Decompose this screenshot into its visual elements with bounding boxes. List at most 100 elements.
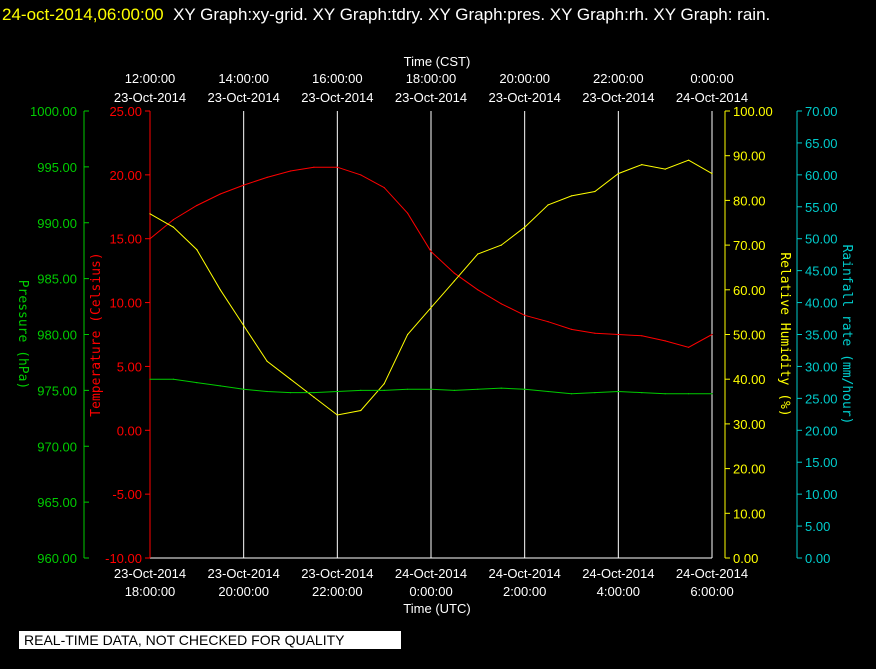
- humidity-point: [711, 173, 713, 175]
- temperature-point: [219, 193, 221, 195]
- humidity-point: [243, 325, 245, 327]
- rainfall-tick-label: 15.00: [805, 455, 838, 470]
- temperature-point: [500, 303, 502, 305]
- humidity-point: [266, 360, 268, 362]
- temperature-point: [430, 250, 432, 253]
- pressure-point: [477, 388, 479, 390]
- temperature-point: [688, 346, 690, 348]
- temperature-tick-label: 5.00: [117, 359, 142, 374]
- humidity-point: [219, 289, 221, 291]
- humidity-point: [149, 213, 151, 215]
- pressure-tick-label: 995.00: [37, 160, 77, 175]
- humidity-point: [477, 253, 479, 255]
- pressure-point: [500, 387, 502, 389]
- rainfall-tick-label: 35.00: [805, 328, 838, 343]
- top-tick-date: 23-Oct-2014: [114, 90, 186, 105]
- bottom-axis-title: Time (UTC): [403, 601, 470, 616]
- pressure-tick-label: 985.00: [37, 272, 77, 287]
- pressure-point: [641, 392, 643, 394]
- bottom-tick-date: 23-Oct-2014: [114, 566, 186, 581]
- humidity-tick-label: 80.00: [733, 193, 766, 208]
- pressure-point: [360, 389, 362, 391]
- humidity-point: [500, 244, 502, 246]
- rainfall-tick-label: 65.00: [805, 136, 838, 151]
- temperature-point: [266, 176, 268, 178]
- bottom-tick-time: 0:00:00: [409, 584, 452, 599]
- pressure-point: [664, 393, 666, 395]
- humidity-point: [641, 164, 643, 166]
- temperature-point: [383, 187, 385, 189]
- top-tick-time: 14:00:00: [218, 71, 269, 86]
- temperature-point: [664, 340, 666, 342]
- rainfall-tick-label: 40.00: [805, 296, 838, 311]
- top-tick-time: 12:00:00: [125, 71, 176, 86]
- humidity-point: [336, 414, 338, 416]
- temperature-point: [336, 166, 338, 168]
- humidity-point: [617, 173, 619, 175]
- top-tick-time: 18:00:00: [406, 71, 457, 86]
- rainfall-tick-label: 5.00: [805, 519, 830, 534]
- bottom-tick-time: 20:00:00: [218, 584, 269, 599]
- temperature-tick-label: -10.00: [105, 551, 142, 566]
- temperature-point: [149, 238, 151, 240]
- humidity-point: [688, 159, 690, 161]
- top-tick-time: 22:00:00: [593, 71, 644, 86]
- pressure-point: [524, 388, 526, 390]
- humidity-tick-label: 60.00: [733, 283, 766, 298]
- temperature-point: [407, 212, 409, 214]
- top-tick-date: 23-Oct-2014: [395, 90, 467, 105]
- temperature-point: [570, 328, 573, 330]
- bottom-tick-time: 4:00:00: [597, 584, 640, 599]
- humidity-point: [289, 378, 292, 380]
- pressure-point: [688, 393, 690, 395]
- pressure-point: [711, 393, 713, 395]
- pressure-tick-label: 975.00: [37, 383, 77, 398]
- humidity-point: [172, 226, 174, 228]
- humidity-point: [407, 333, 409, 336]
- temperature-point: [313, 166, 315, 168]
- bottom-tick-time: 22:00:00: [312, 584, 363, 599]
- humidity-point: [430, 307, 432, 309]
- temperature-tick-label: 20.00: [109, 168, 142, 183]
- temperature-point: [641, 335, 643, 337]
- rainfall-tick-label: 0.00: [805, 551, 830, 566]
- humidity-tick-label: 30.00: [733, 417, 766, 432]
- humidity-tick-label: 50.00: [733, 328, 766, 343]
- pressure-point: [547, 390, 549, 393]
- temperature-tick-label: 10.00: [109, 296, 142, 311]
- temperature-point: [477, 289, 479, 291]
- rainfall-tick-label: 20.00: [805, 423, 838, 438]
- temperature-point: [243, 184, 245, 186]
- temperature-tick-label: 0.00: [117, 423, 142, 438]
- temperature-tick-label: 25.00: [109, 104, 142, 119]
- temperature-tick-label: -5.00: [112, 487, 142, 502]
- pressure-point: [219, 385, 221, 387]
- humidity-point: [547, 204, 549, 206]
- top-tick-time: 20:00:00: [499, 71, 550, 86]
- pressure-point: [149, 378, 151, 380]
- quality-note: REAL-TIME DATA, NOT CHECKED FOR QUALITY: [19, 631, 401, 649]
- temperature-point: [360, 174, 362, 176]
- top-tick-date: 23-Oct-2014: [582, 90, 654, 105]
- pressure-point: [336, 390, 338, 393]
- rainfall-tick-label: 30.00: [805, 359, 838, 374]
- rainfall-tick-label: 55.00: [805, 200, 838, 215]
- bottom-tick-date: 24-Oct-2014: [676, 566, 748, 581]
- humidity-point: [313, 396, 315, 398]
- pressure-point: [383, 389, 385, 391]
- pressure-point: [453, 389, 455, 391]
- pressure-point: [570, 393, 573, 395]
- rainfall-tick-label: 60.00: [805, 168, 838, 183]
- series-lines: [149, 159, 713, 416]
- humidity-point: [453, 280, 455, 282]
- pressure-tick-label: 965.00: [37, 495, 77, 510]
- pressure-point: [196, 382, 198, 384]
- top-tick-time: 0:00:00: [690, 71, 733, 86]
- temperature-point: [617, 333, 619, 336]
- pressure-point: [430, 388, 432, 390]
- temperature-point: [289, 170, 292, 172]
- humidity-tick-label: 40.00: [733, 372, 766, 387]
- humidity-point: [594, 190, 596, 193]
- axis-labels: 12:00:00 23-Oct-2014 14:00:00 23-Oct-2014 16…: [15, 54, 854, 616]
